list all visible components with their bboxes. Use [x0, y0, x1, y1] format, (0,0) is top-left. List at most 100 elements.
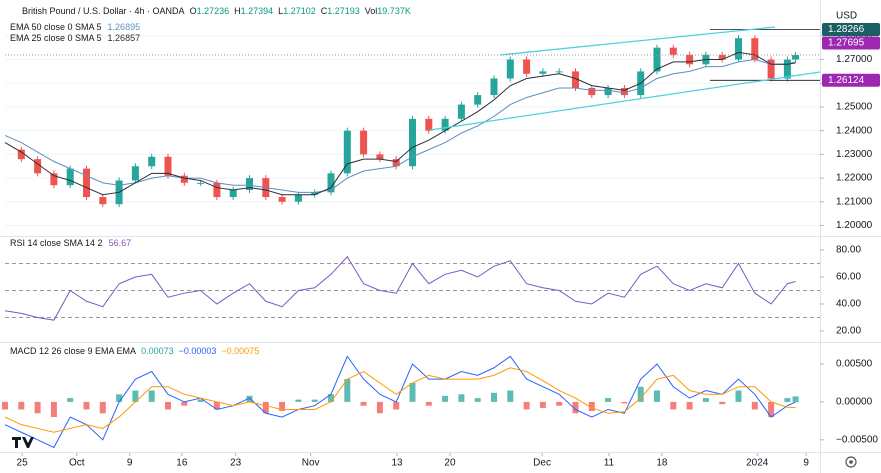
y-tick-label: 0.00000: [836, 397, 873, 408]
y-tick-label: 20.00: [836, 326, 861, 337]
candle: [457, 104, 465, 119]
candle: [735, 38, 742, 60]
candle: [441, 118, 449, 131]
candle: [490, 78, 498, 96]
settings-icon[interactable]: [845, 456, 857, 468]
y-tick-label: 1.23000: [836, 149, 873, 160]
candle: [425, 118, 433, 131]
histogram-bar: [279, 401, 286, 411]
candle: [653, 47, 661, 72]
indicator-value: 1.26857: [108, 33, 141, 43]
x-tick-label: 2024: [746, 458, 769, 469]
macd-line: [4, 355, 796, 449]
histogram-bar: [556, 401, 563, 406]
candle: [343, 130, 351, 174]
candle: [523, 59, 531, 74]
candle: [604, 87, 612, 96]
histogram-bar: [491, 392, 497, 402]
candle: [17, 149, 25, 160]
indicator-name: EMA 50 close 0 SMA 5: [10, 22, 102, 32]
ohlc-value: 1.27236: [197, 6, 230, 16]
candle: [792, 55, 800, 60]
ema-line: [4, 59, 796, 193]
histogram-bar: [686, 401, 693, 410]
indicator-value: −0.00003: [179, 346, 217, 356]
y-tick-label: 1.25000: [836, 102, 873, 113]
histogram-bar: [311, 399, 318, 402]
candle: [376, 154, 384, 160]
y-tick-label: 1.24000: [836, 125, 873, 136]
ohlc-value: 19.737K: [377, 6, 411, 16]
price-label-box: [822, 23, 880, 37]
trend-line: [429, 71, 821, 131]
candle: [50, 173, 58, 186]
candle: [180, 175, 188, 183]
histogram-bar: [523, 401, 530, 410]
histogram-bar: [2, 401, 8, 410]
histogram-bar: [719, 401, 726, 405]
histogram-bar: [474, 398, 481, 402]
x-tick-label: 9: [127, 458, 133, 469]
histogram-bar: [792, 396, 799, 402]
x-tick-label: Dec: [533, 458, 551, 469]
candle: [66, 168, 74, 186]
settings-icon-center: [849, 460, 853, 464]
indicator-value: 56.67: [109, 238, 132, 248]
histogram-bar: [654, 390, 660, 402]
x-tick-label: Nov: [302, 458, 320, 469]
histogram-bar: [637, 386, 644, 402]
histogram-bar: [67, 398, 74, 402]
histogram-bar: [751, 401, 758, 410]
histogram-bar: [393, 401, 400, 410]
x-tick-label: 16: [176, 458, 188, 469]
indicator-legend: EMA 50 close 0 SMA 5 1.26895: [10, 22, 140, 32]
candle: [751, 38, 759, 60]
histogram-bar: [768, 401, 775, 418]
histogram-bar: [83, 401, 90, 410]
histogram-bar: [295, 399, 302, 402]
x-tick-label: 25: [17, 458, 29, 469]
x-tick-label: 11: [604, 458, 615, 469]
macd-line: [4, 367, 796, 433]
price-label: 1.27695: [828, 38, 865, 49]
price-label: 1.28266: [828, 24, 865, 35]
histogram-bar: [148, 390, 155, 402]
histogram-bar: [360, 401, 367, 406]
candle: [409, 118, 416, 167]
candle: [229, 189, 237, 198]
ohlc-value: 1.27193: [327, 6, 360, 16]
histogram-bar: [50, 401, 57, 418]
candle: [669, 47, 677, 55]
histogram-bar: [344, 379, 351, 402]
candle: [99, 197, 107, 205]
candle: [197, 182, 205, 184]
candle: [718, 54, 726, 60]
histogram-bar: [409, 382, 416, 402]
candle: [278, 197, 286, 202]
candle: [83, 168, 90, 198]
ohlc-value: 1.27394: [241, 6, 274, 16]
histogram-bar: [246, 395, 253, 402]
candle: [164, 156, 172, 176]
y-tick-label: 0.00500: [836, 359, 873, 370]
x-tick-label: 18: [656, 458, 668, 469]
candle: [131, 166, 139, 181]
candle: [555, 71, 563, 73]
price-label-box: [822, 73, 880, 87]
ohlc-key: Vol: [365, 6, 378, 16]
histogram-bar: [181, 401, 188, 406]
histogram-bar: [588, 401, 595, 411]
y-tick-label: 40.00: [836, 299, 861, 310]
rsi-line: [4, 255, 796, 321]
y-tick-label: 1.27000: [836, 54, 873, 65]
histogram-bar: [425, 401, 432, 406]
candle: [311, 192, 319, 195]
indicator-legend: EMA 25 close 0 SMA 5 1.26857: [10, 33, 140, 43]
candle: [392, 159, 400, 167]
indicator-name: MACD 12 26 close 9 EMA EMA: [10, 346, 136, 356]
currency-label: USD: [836, 11, 857, 22]
candle: [686, 54, 694, 65]
x-tick-label: 20: [444, 458, 456, 469]
x-tick-label: 9: [803, 458, 809, 469]
y-tick-label: −0.00500: [836, 434, 878, 445]
